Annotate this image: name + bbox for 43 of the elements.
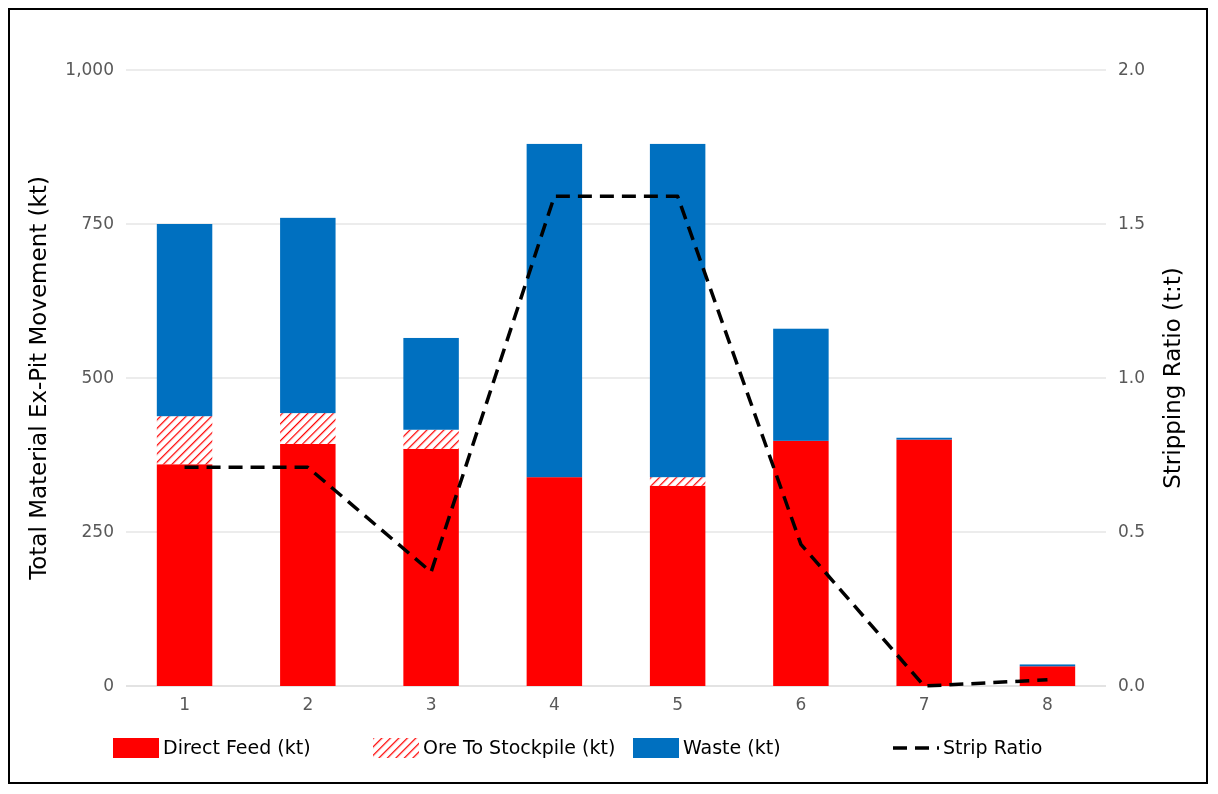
bar bbox=[280, 443, 336, 686]
bar bbox=[896, 439, 952, 686]
bar bbox=[649, 143, 706, 478]
y-tick-label: 250 bbox=[81, 521, 114, 541]
bar bbox=[526, 477, 583, 686]
bar bbox=[280, 217, 336, 414]
bar bbox=[280, 413, 336, 444]
bar bbox=[649, 477, 706, 486]
y2-tick-label: 0.0 bbox=[1118, 675, 1146, 695]
x-tick-label: 2 bbox=[302, 694, 314, 714]
y-tick-label: 500 bbox=[81, 367, 114, 387]
x-tick-label: 3 bbox=[425, 694, 437, 714]
y-tick-label: 0 bbox=[103, 675, 114, 695]
bar bbox=[1019, 666, 1076, 686]
legend-label: Ore To Stockpile (kt) bbox=[423, 735, 616, 758]
legend-label: Strip Ratio bbox=[943, 735, 1043, 758]
x-tick-label: 1 bbox=[179, 694, 190, 714]
x-tick-label: 4 bbox=[548, 694, 560, 714]
y-tick-label: 1,000 bbox=[65, 59, 114, 79]
y-axis-title: Total Material Ex-Pit Movement (kt) bbox=[25, 176, 51, 581]
bar bbox=[156, 416, 213, 465]
y-tick-label: 750 bbox=[81, 213, 114, 233]
x-tick-label: 5 bbox=[672, 694, 684, 714]
y2-tick-label: 1.0 bbox=[1118, 367, 1146, 387]
line-series bbox=[182, 194, 1050, 688]
bar bbox=[403, 337, 459, 430]
legend-label: Waste (kt) bbox=[683, 735, 781, 758]
y2-tick-label: 2.0 bbox=[1118, 59, 1146, 79]
y2-axis-title: Stripping Ratio (t:t) bbox=[1159, 267, 1185, 489]
x-tick-label: 8 bbox=[1042, 694, 1053, 714]
bar bbox=[773, 440, 829, 686]
x-tick-label: 6 bbox=[795, 694, 807, 714]
bar bbox=[526, 143, 583, 478]
bar bbox=[156, 464, 213, 686]
y2-tick-label: 1.5 bbox=[1118, 213, 1146, 233]
y2-tick-label: 0.5 bbox=[1118, 521, 1146, 541]
x-tick-label: 7 bbox=[918, 694, 930, 714]
legend-label: Direct Feed (kt) bbox=[163, 735, 311, 758]
bar bbox=[649, 485, 706, 686]
bar bbox=[773, 328, 829, 441]
bar bbox=[156, 224, 213, 417]
bar bbox=[403, 448, 459, 686]
bar bbox=[403, 429, 459, 449]
